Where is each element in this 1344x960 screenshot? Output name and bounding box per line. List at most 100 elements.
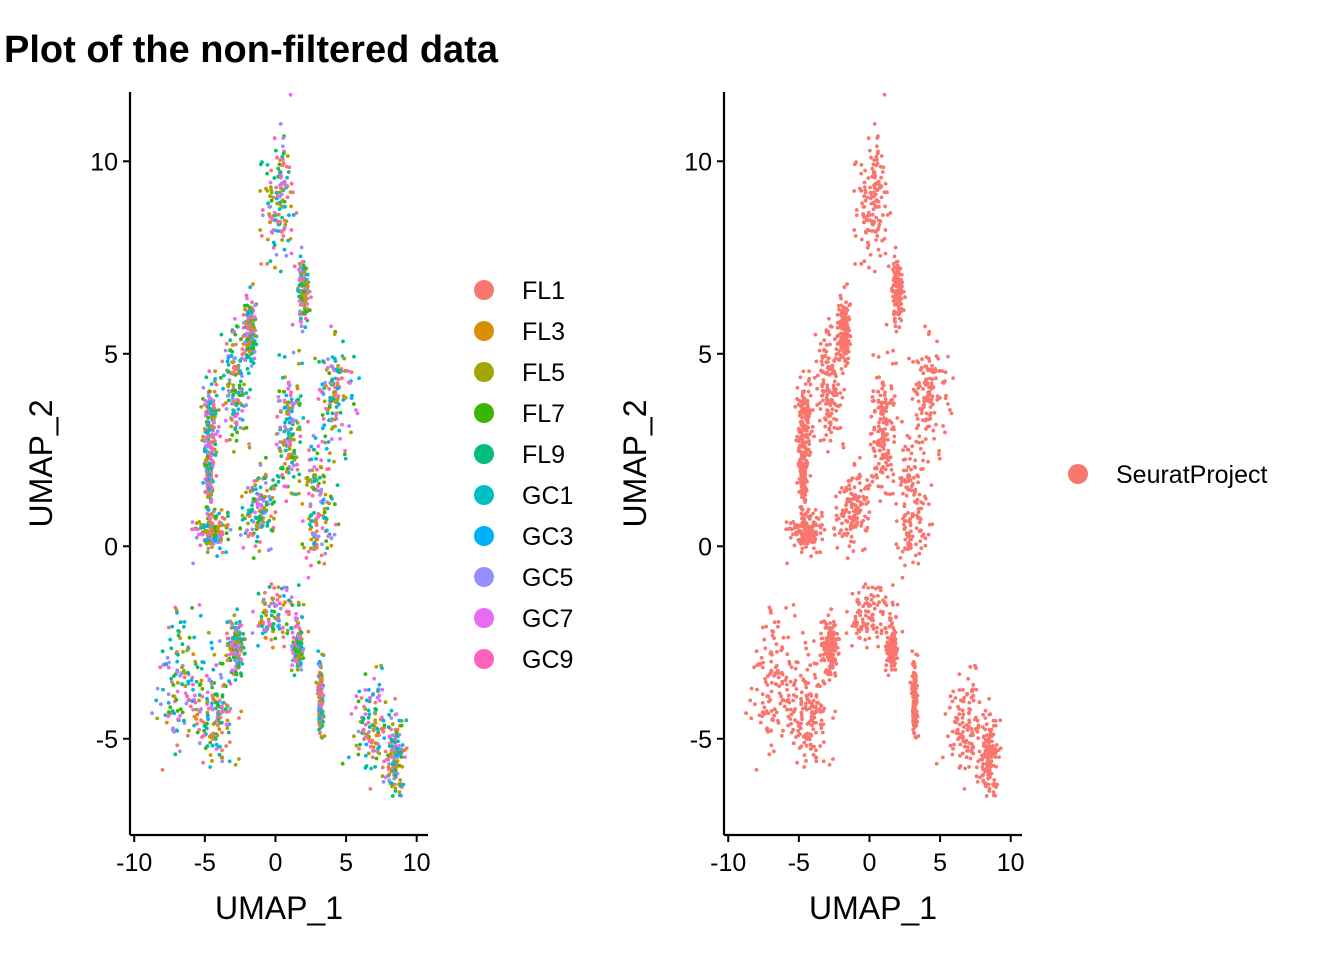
data-point <box>865 240 870 245</box>
data-point <box>219 538 224 542</box>
data-point <box>246 395 251 400</box>
data-point <box>834 662 839 666</box>
data-point <box>320 439 325 444</box>
data-point <box>233 651 238 655</box>
data-point <box>324 446 329 451</box>
data-point <box>824 343 829 347</box>
data-point <box>853 234 858 238</box>
data-point <box>869 201 874 206</box>
data-point <box>940 380 945 385</box>
data-point <box>848 539 853 544</box>
data-point <box>261 499 266 503</box>
data-point <box>923 543 928 548</box>
data-point <box>180 665 184 670</box>
data-point <box>389 755 394 759</box>
data-point <box>251 519 256 524</box>
data-point <box>310 547 314 551</box>
data-point <box>870 229 874 233</box>
data-point <box>784 606 788 610</box>
data-point <box>971 698 976 703</box>
data-point <box>213 525 217 529</box>
data-point <box>798 375 803 380</box>
data-point <box>238 416 242 421</box>
data-point <box>363 688 368 692</box>
data-point <box>264 455 268 460</box>
data-point <box>863 198 868 203</box>
data-point <box>866 586 871 590</box>
data-point <box>903 444 908 449</box>
data-point <box>811 408 815 412</box>
data-point <box>851 496 856 501</box>
data-point <box>225 703 229 707</box>
data-point <box>260 510 265 515</box>
data-point <box>819 703 823 707</box>
data-point <box>318 731 322 736</box>
data-point <box>207 369 212 374</box>
data-point <box>780 681 785 686</box>
data-point <box>822 348 826 353</box>
data-point <box>398 752 402 757</box>
data-point <box>298 276 302 281</box>
data-point <box>878 499 883 504</box>
data-point <box>199 718 204 723</box>
data-point <box>895 647 899 652</box>
data-point <box>273 636 278 641</box>
data-point <box>176 652 180 657</box>
data-point <box>204 505 209 510</box>
data-point <box>819 726 824 730</box>
data-point <box>374 707 378 712</box>
data-point <box>175 743 180 748</box>
data-point <box>239 642 244 646</box>
data-point <box>209 382 214 386</box>
data-point <box>354 408 358 412</box>
data-point <box>885 432 889 437</box>
data-point <box>340 761 345 766</box>
data-point <box>355 411 360 416</box>
data-point <box>896 304 901 309</box>
data-point <box>289 626 293 630</box>
data-point <box>254 539 259 544</box>
data-point <box>285 467 290 471</box>
data-point <box>788 679 793 684</box>
data-point <box>808 382 813 387</box>
data-point <box>229 626 234 630</box>
data-point <box>296 583 301 587</box>
data-point <box>872 169 876 174</box>
data-point <box>281 625 285 630</box>
data-point <box>861 624 865 628</box>
data-point <box>264 186 268 191</box>
data-point <box>775 650 779 654</box>
data-point <box>866 210 871 215</box>
data-point <box>937 456 942 461</box>
data-point <box>920 357 924 362</box>
data-point <box>349 430 353 435</box>
data-point <box>874 630 879 635</box>
data-point <box>832 416 836 421</box>
data-point <box>834 393 839 397</box>
data-point <box>861 604 866 609</box>
data-point <box>965 692 969 697</box>
data-point <box>868 190 873 195</box>
data-point <box>901 516 905 521</box>
data-point <box>203 528 208 533</box>
data-point <box>285 175 289 180</box>
data-point <box>225 636 230 641</box>
data-point <box>883 668 888 673</box>
data-point <box>862 194 866 199</box>
data-point <box>906 541 910 546</box>
data-point <box>894 361 898 366</box>
data-point <box>900 284 904 289</box>
data-point <box>886 673 891 678</box>
data-point <box>774 642 779 647</box>
data-point <box>199 405 204 409</box>
data-point <box>829 607 834 612</box>
data-point <box>206 520 211 525</box>
data-point <box>206 429 211 434</box>
data-point <box>868 442 873 447</box>
data-point <box>981 712 985 717</box>
data-point <box>804 646 808 651</box>
data-point <box>316 534 321 539</box>
data-point <box>774 682 779 687</box>
data-point <box>325 365 330 370</box>
data-point <box>327 387 331 391</box>
